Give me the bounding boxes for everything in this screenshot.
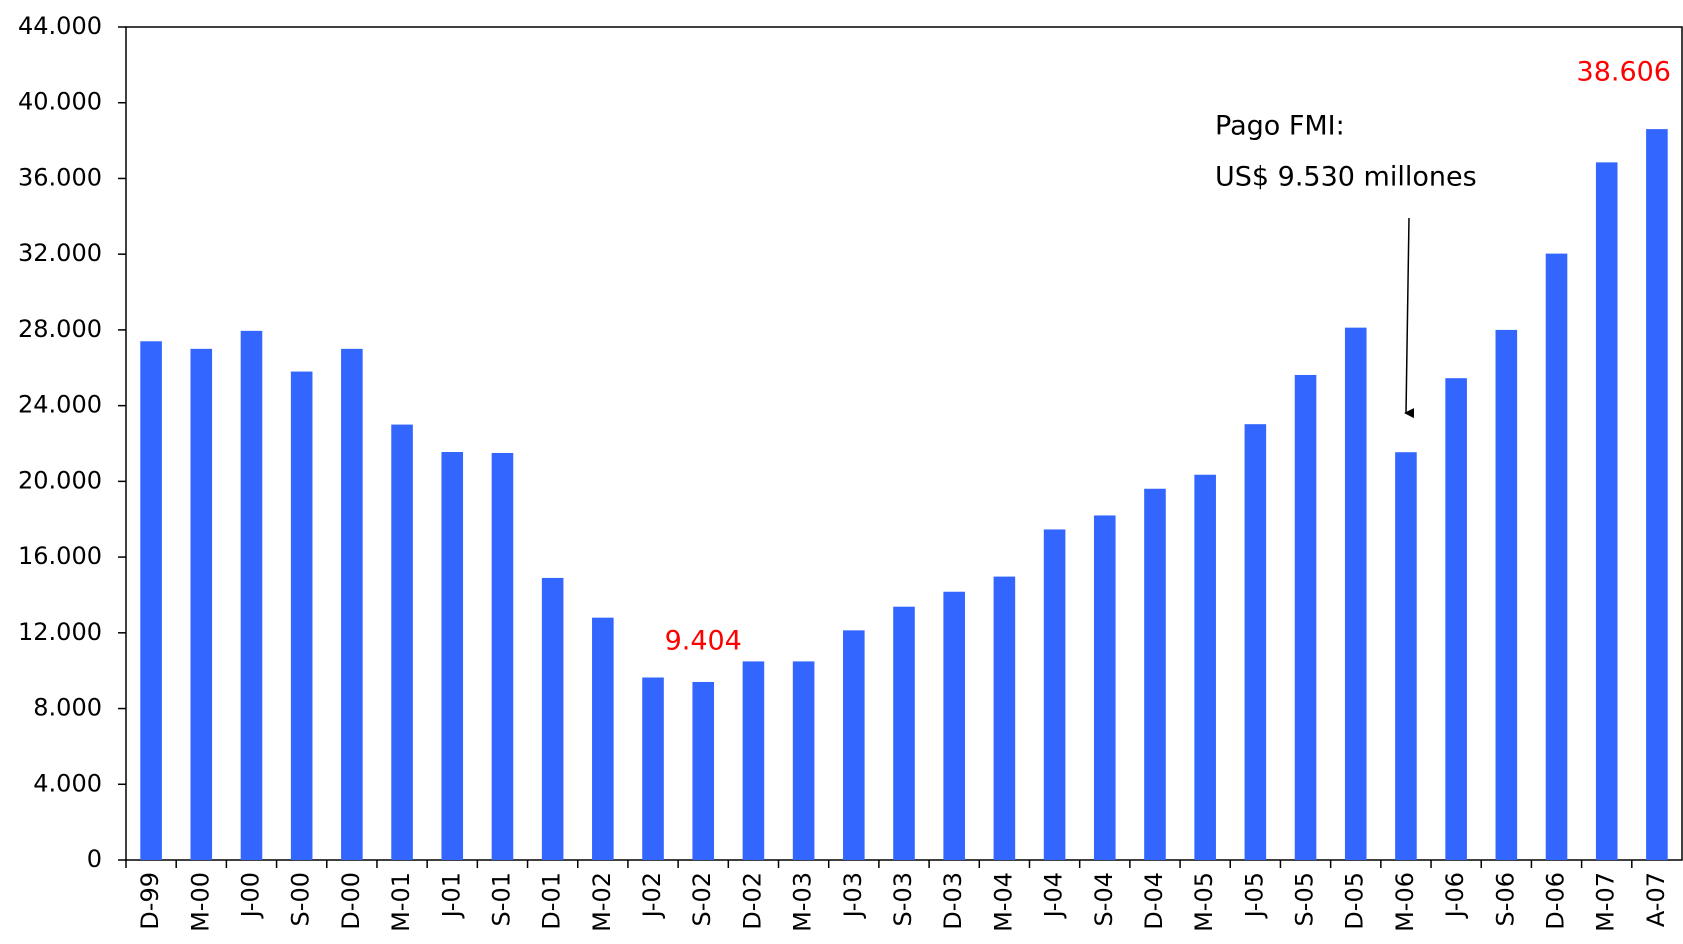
bar	[190, 348, 213, 860]
bar	[240, 330, 263, 860]
y-tick-label: 44.000	[18, 12, 102, 40]
bar	[290, 371, 313, 860]
bar	[692, 681, 715, 860]
annotation: US$ 9.530 millones	[1215, 162, 1477, 193]
x-tick-label: J-00	[236, 872, 264, 919]
x-tick-label: M-02	[588, 872, 616, 932]
y-tick-label: 0	[87, 845, 102, 873]
x-tick-label: J-01	[437, 872, 465, 919]
x-tick-label: M-03	[789, 872, 817, 932]
x-tick-label: M-04	[989, 872, 1017, 932]
bar	[1043, 529, 1066, 860]
y-tick-label: 40.000	[18, 88, 102, 116]
x-tick-label: S-00	[287, 872, 315, 926]
x-tick-label: M-01	[387, 872, 415, 932]
value-label: 38.606	[1577, 57, 1671, 88]
y-tick-label: 20.000	[18, 466, 102, 494]
x-tick-label: J-04	[1040, 872, 1068, 919]
x-tick-label: S-05	[1291, 872, 1319, 926]
bar	[491, 452, 514, 860]
bar	[792, 661, 815, 860]
bar	[391, 424, 413, 860]
bar	[541, 577, 564, 860]
bar	[1445, 378, 1467, 860]
bar	[742, 661, 765, 860]
bar	[843, 630, 865, 860]
bar	[441, 452, 464, 860]
bar	[1646, 129, 1668, 860]
bar	[1595, 162, 1618, 861]
x-tick-label: D-02	[738, 872, 766, 930]
bar	[1545, 253, 1568, 860]
y-tick-label: 24.000	[18, 391, 102, 419]
x-tick-label: M-06	[1391, 872, 1419, 932]
bar	[1244, 424, 1267, 860]
x-tick-label: S-06	[1491, 872, 1519, 926]
bar	[1093, 515, 1116, 860]
x-tick-label: D-01	[538, 872, 566, 930]
x-tick-label: D-03	[939, 872, 967, 930]
x-tick-label: M-07	[1592, 872, 1620, 932]
y-tick-label: 12.000	[18, 618, 102, 646]
bar	[1294, 374, 1317, 860]
x-tick-label: A-07	[1642, 872, 1670, 927]
x-tick-label: S-01	[487, 872, 515, 926]
y-tick-label: 16.000	[18, 542, 102, 570]
bar	[1344, 327, 1367, 860]
x-tick-label: D-00	[337, 872, 365, 930]
x-tick-label: J-05	[1240, 872, 1268, 919]
bar	[642, 677, 664, 860]
x-tick-label: J-02	[638, 872, 666, 919]
x-tick-label: M-00	[186, 872, 214, 932]
x-tick-label: D-05	[1341, 872, 1369, 930]
bar	[993, 576, 1016, 860]
y-tick-label: 8.000	[33, 694, 102, 722]
y-tick-label: 4.000	[33, 769, 102, 797]
annotation: Pago FMI:	[1215, 111, 1345, 142]
bar	[893, 606, 915, 860]
bar	[1194, 474, 1216, 860]
x-tick-label: J-03	[839, 872, 867, 919]
x-tick-label: D-99	[136, 872, 164, 930]
bar	[1395, 452, 1417, 860]
bar	[943, 591, 965, 860]
x-tick-label: D-06	[1542, 872, 1570, 930]
x-tick-label: J-06	[1441, 872, 1469, 919]
bar	[341, 348, 363, 860]
x-tick-label: M-05	[1190, 872, 1218, 932]
bar	[140, 341, 162, 860]
bar	[1144, 488, 1166, 860]
annotation-arrow	[1404, 217, 1415, 419]
y-tick-label: 32.000	[18, 239, 102, 267]
bar	[592, 617, 614, 860]
y-tick-label: 28.000	[18, 315, 102, 343]
bar	[1495, 329, 1518, 861]
x-tick-label: D-04	[1140, 872, 1168, 930]
y-tick-label: 36.000	[18, 163, 102, 191]
x-tick-label: S-02	[688, 872, 716, 926]
x-tick-label: S-04	[1090, 872, 1118, 926]
value-label: 9.404	[665, 625, 742, 656]
x-tick-label: S-03	[889, 872, 917, 926]
